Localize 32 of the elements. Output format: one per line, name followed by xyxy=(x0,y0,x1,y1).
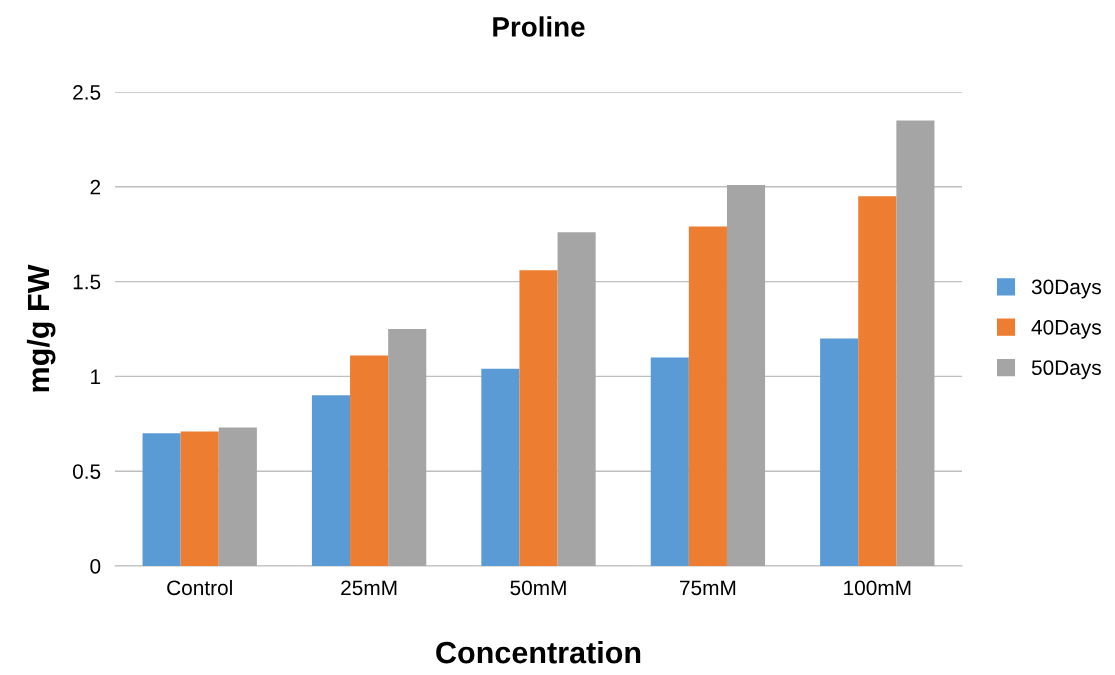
x-tick-label: 75mM xyxy=(680,580,736,596)
bar xyxy=(180,431,219,566)
x-tick-label: Control xyxy=(167,579,232,596)
bar xyxy=(519,270,558,566)
bar xyxy=(820,338,859,566)
legend-label: 30Days xyxy=(1031,279,1101,299)
x-tick-label: 100mM xyxy=(844,580,911,596)
y-tick-label: 1.5 xyxy=(73,274,101,290)
y-tick-label: 1 xyxy=(91,369,101,384)
x-tick-label: 25mM xyxy=(341,580,397,596)
bar xyxy=(311,395,351,566)
y-tick-label: 2 xyxy=(90,179,101,195)
bar xyxy=(688,226,727,566)
bar xyxy=(388,329,427,566)
x-axis-title: Concentration xyxy=(436,640,641,664)
bar xyxy=(650,357,689,566)
legend-label: 40Days xyxy=(1031,319,1101,339)
y-axis-title: mg/g FW xyxy=(26,264,56,392)
bar xyxy=(557,232,596,566)
y-tick-label: 2.5 xyxy=(73,85,101,100)
bar xyxy=(858,196,897,566)
bar xyxy=(726,184,766,566)
bar xyxy=(142,433,181,566)
y-tick-label: 0 xyxy=(90,559,101,574)
bar xyxy=(350,355,389,566)
bar xyxy=(896,120,935,566)
y-tick-label: 0.5 xyxy=(72,464,101,479)
x-tick-label: 50mM xyxy=(510,580,566,596)
bar xyxy=(481,368,520,566)
bar xyxy=(218,427,257,566)
legend-label: 50Days xyxy=(1031,360,1101,380)
chart-title: Proline xyxy=(493,16,585,37)
